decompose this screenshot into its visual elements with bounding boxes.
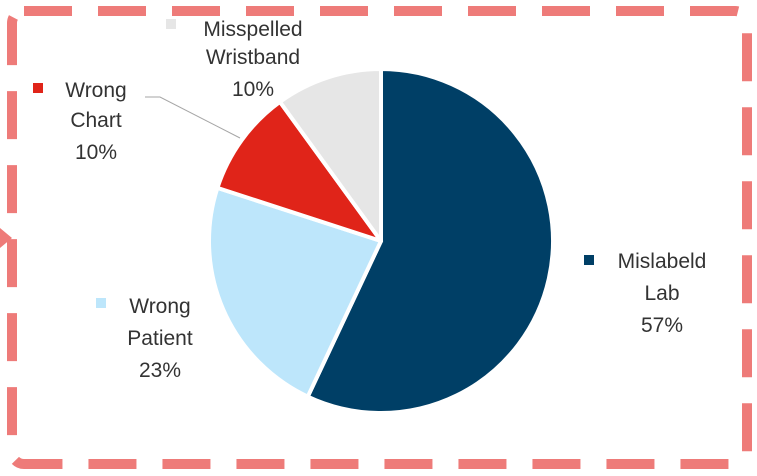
pie-slice-mislabeld-lab [305,67,556,415]
slice-percent: 57% [641,314,683,337]
slice-label-line1: Mislabeld [618,250,707,273]
slice-label-line2: Patient [127,327,193,350]
wrong-chart-leader-line [145,96,241,139]
legend-swatch-misspelled-wristband [166,19,176,29]
slice-label-line1: Wrong [65,79,126,102]
slice-label-line2: Chart [70,109,122,132]
label-mislabeld-lab: Mislabeld Lab 57% [584,250,706,337]
label-wrong-patient: Wrong Patient 23% [96,295,193,382]
pie-slice-wrong-patient [207,185,383,399]
legend-swatch-wrong-chart [33,83,43,93]
slice-percent: 10% [232,78,274,101]
slice-label-line1: Wrong [129,295,190,318]
slice-label-line1: Misspelled [203,18,302,41]
label-wrong-chart: Wrong Chart 10% [33,79,127,164]
slice-percent: 23% [139,359,181,382]
legend-swatch-mislabeld-lab [584,255,594,265]
legend-swatch-wrong-patient [96,298,106,308]
pie-slice-wrong-chart [215,99,383,243]
pie-slice-misspelled-wristband [277,67,383,243]
slice-label-line2: Wristband [206,46,300,69]
frame-arrow-icon [0,228,12,248]
slice-label-line2: Lab [644,282,679,305]
slice-percent: 10% [75,141,117,164]
label-misspelled-wristband: Misspelled Wristband 10% [166,18,303,101]
pie-slices [207,67,556,415]
